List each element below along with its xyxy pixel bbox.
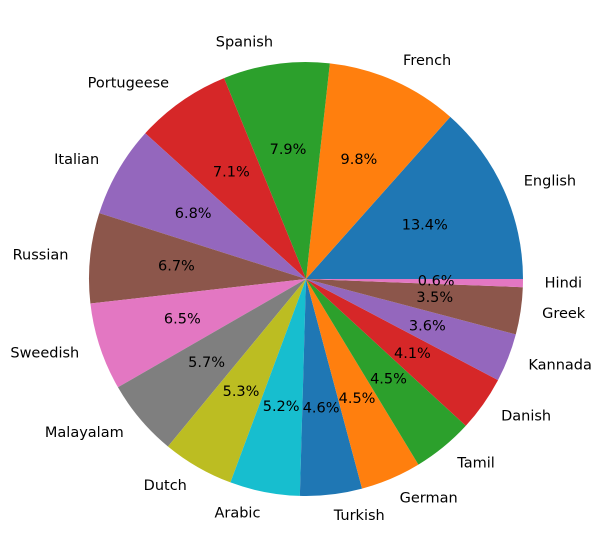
category-label-kannada: Kannada: [528, 358, 592, 374]
slice-arabic: [230, 279, 306, 496]
percent-label-arabic: 5.2%: [263, 399, 300, 415]
category-label-hindi: Hindi: [545, 276, 582, 292]
percent-label-french: 9.8%: [341, 152, 378, 168]
category-label-sweedish: Sweedish: [10, 346, 79, 362]
percent-label-hindi: 0.6%: [418, 273, 455, 289]
slice-kannada: [306, 279, 516, 381]
slice-italian: [99, 133, 306, 279]
percent-label-dutch: 5.3%: [223, 384, 260, 400]
percent-label-turkish: 4.6%: [303, 400, 340, 416]
percent-label-malayalam: 5.7%: [188, 355, 225, 371]
percent-label-sweedish: 6.5%: [164, 312, 201, 328]
percent-label-english: 13.4%: [402, 218, 448, 234]
category-label-malayalam: Malayalam: [45, 425, 124, 441]
slice-french: [306, 63, 451, 280]
category-label-danish: Danish: [501, 408, 551, 424]
percent-label-danish: 4.1%: [394, 346, 431, 362]
category-label-russian: Russian: [13, 248, 69, 264]
slice-portugeese: [145, 78, 306, 279]
slice-dutch: [167, 279, 306, 483]
percent-label-portugeese: 7.1%: [213, 164, 250, 180]
category-label-arabic: Arabic: [214, 505, 260, 521]
category-label-turkish: Turkish: [333, 508, 385, 524]
category-label-portugeese: Portugeese: [88, 75, 170, 91]
category-label-italian: Italian: [54, 152, 99, 168]
category-label-french: French: [403, 53, 451, 69]
percent-label-italian: 6.8%: [175, 206, 212, 222]
slice-german: [306, 279, 419, 489]
pie-percent-labels: 13.4% 9.8% 7.9% 7.1% 6.8% 6.7% 6.5% 5.7% 5.3%5.2…: [158, 142, 455, 416]
slice-sweedish: [90, 279, 306, 388]
percent-label-greek: 3.5%: [416, 290, 453, 306]
category-label-spanish: Spanish: [216, 35, 273, 51]
slice-tamil: [306, 279, 466, 465]
slice-russian: [89, 213, 306, 304]
category-label-dutch: Dutch: [144, 478, 187, 494]
category-label-english: English: [524, 173, 576, 189]
slice-malayalam: [117, 279, 306, 447]
slice-hindi: [306, 279, 523, 288]
category-label-greek: Greek: [542, 306, 586, 322]
pie-category-labels: English French Spanish Portugeese Italian Rus…: [10, 35, 592, 524]
pie-slices: [89, 62, 523, 496]
percent-label-tamil: 4.5%: [370, 372, 407, 388]
percent-label-kannada: 3.6%: [409, 318, 446, 334]
slice-greek: [306, 279, 523, 335]
percent-label-german: 4.5%: [339, 391, 376, 407]
slice-danish: [306, 279, 498, 426]
slice-english: [306, 116, 523, 280]
slice-spanish: [224, 62, 330, 280]
percent-label-russian: 6.7%: [158, 258, 195, 274]
category-label-tamil: Tamil: [456, 456, 495, 472]
slice-turkish: [299, 279, 363, 496]
category-label-german: German: [400, 491, 458, 507]
percent-label-spanish: 7.9%: [270, 142, 307, 158]
